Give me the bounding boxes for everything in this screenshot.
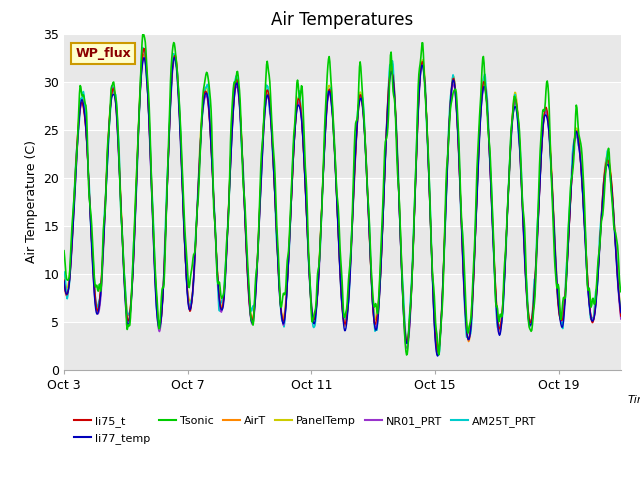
Tsonic: [80, 94, 88, 99]
AirT: [376, 282, 384, 288]
li75_t: [80, 109, 88, 115]
AirT: [434, 350, 442, 356]
li75_t: [511, 96, 519, 101]
Tsonic: [511, 95, 519, 100]
Line: AirT: AirT: [64, 54, 621, 353]
NR01_PRT: [171, 53, 179, 59]
AM25T_PRT: [60, 269, 68, 275]
Bar: [64, 34, 621, 82]
li75_t: [293, 103, 301, 109]
Tsonic: [403, 352, 410, 358]
Y-axis label: Air Temperature (C): Air Temperature (C): [25, 140, 38, 263]
li77_temp: [376, 282, 384, 288]
li77_temp: [192, 240, 200, 246]
AM25T_PRT: [435, 352, 442, 358]
Line: li75_t: li75_t: [64, 48, 621, 352]
AirT: [264, 91, 271, 97]
Tsonic: [60, 248, 68, 253]
Line: li77_temp: li77_temp: [64, 58, 621, 356]
Bar: [64, 226, 621, 274]
li77_temp: [434, 353, 442, 359]
AM25T_PRT: [511, 92, 519, 97]
Bar: [64, 178, 621, 226]
li77_temp: [80, 106, 88, 111]
AM25T_PRT: [293, 102, 301, 108]
AM25T_PRT: [139, 45, 147, 50]
Tsonic: [376, 265, 384, 271]
AirT: [140, 51, 148, 57]
AM25T_PRT: [264, 84, 271, 89]
NR01_PRT: [434, 352, 442, 358]
li77_temp: [511, 104, 519, 109]
Line: AM25T_PRT: AM25T_PRT: [64, 48, 621, 355]
li77_temp: [617, 310, 625, 315]
Bar: [64, 322, 621, 370]
Tsonic: [192, 238, 200, 244]
AM25T_PRT: [192, 234, 200, 240]
Text: Time: Time: [628, 395, 640, 405]
Text: WP_flux: WP_flux: [75, 47, 131, 60]
PanelTemp: [434, 348, 442, 354]
Bar: [64, 274, 621, 322]
PanelTemp: [293, 100, 301, 106]
PanelTemp: [617, 311, 625, 317]
Bar: [64, 130, 621, 178]
AirT: [80, 105, 88, 111]
AirT: [192, 240, 200, 246]
li77_temp: [170, 55, 178, 60]
li75_t: [140, 46, 148, 51]
Bar: [64, 82, 621, 130]
li75_t: [376, 278, 384, 284]
AirT: [293, 103, 301, 109]
Line: NR01_PRT: NR01_PRT: [64, 56, 621, 355]
Tsonic: [140, 31, 147, 36]
PanelTemp: [264, 87, 271, 93]
Title: Air Temperatures: Air Temperatures: [271, 11, 413, 29]
AM25T_PRT: [617, 307, 625, 312]
Line: Tsonic: Tsonic: [64, 34, 621, 355]
PanelTemp: [60, 271, 68, 277]
NR01_PRT: [511, 99, 519, 105]
AirT: [511, 100, 519, 106]
NR01_PRT: [80, 107, 88, 113]
PanelTemp: [511, 89, 519, 95]
NR01_PRT: [264, 94, 271, 100]
Tsonic: [293, 80, 301, 85]
PanelTemp: [80, 101, 88, 107]
li75_t: [617, 313, 625, 319]
li75_t: [435, 349, 442, 355]
li75_t: [264, 87, 271, 93]
AM25T_PRT: [376, 277, 384, 283]
AM25T_PRT: [80, 92, 88, 98]
NR01_PRT: [60, 278, 68, 284]
PanelTemp: [376, 271, 384, 276]
PanelTemp: [192, 243, 200, 249]
Tsonic: [617, 289, 625, 295]
li75_t: [60, 277, 68, 283]
NR01_PRT: [293, 107, 301, 112]
Line: PanelTemp: PanelTemp: [64, 49, 621, 351]
li77_temp: [293, 106, 301, 112]
PanelTemp: [140, 46, 148, 52]
NR01_PRT: [192, 242, 200, 248]
li77_temp: [264, 92, 271, 98]
AirT: [617, 307, 625, 312]
li75_t: [192, 238, 200, 244]
Tsonic: [264, 59, 271, 64]
li77_temp: [60, 278, 68, 284]
NR01_PRT: [376, 280, 384, 286]
NR01_PRT: [617, 316, 625, 322]
AirT: [60, 280, 68, 286]
Legend: li75_t, li77_temp, Tsonic, AirT, PanelTemp, NR01_PRT, AM25T_PRT: li75_t, li77_temp, Tsonic, AirT, PanelTe…: [70, 412, 541, 448]
